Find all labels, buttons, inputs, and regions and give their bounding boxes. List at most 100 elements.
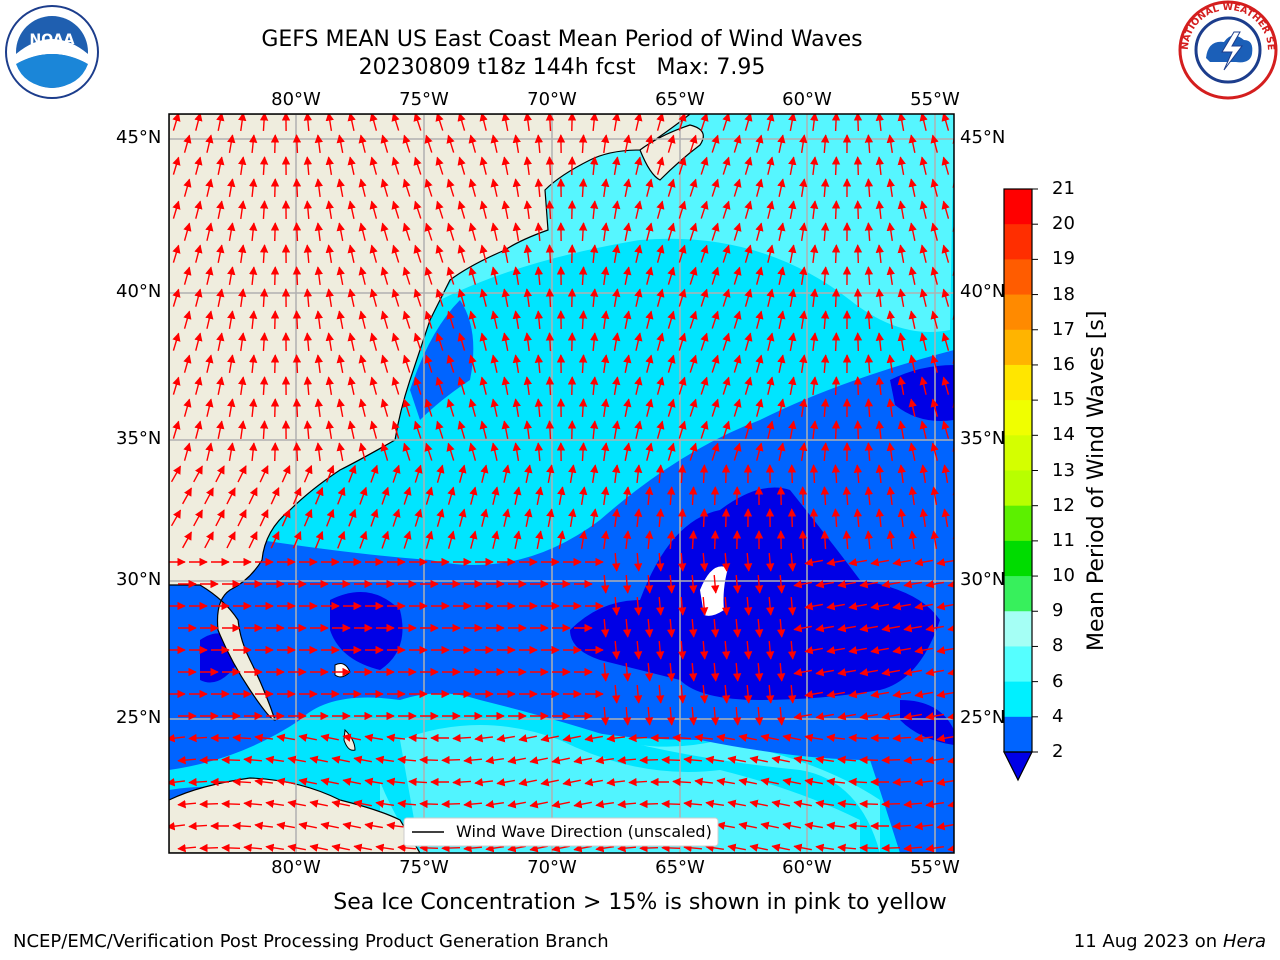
wind-wave-arrow bbox=[512, 354, 521, 373]
wind-wave-arrow bbox=[535, 486, 544, 505]
wind-wave-arrow bbox=[820, 530, 830, 550]
wind-wave-arrow bbox=[238, 244, 247, 264]
wind-wave-arrow bbox=[859, 712, 878, 721]
wind-wave-arrow bbox=[744, 376, 753, 395]
wind-wave-arrow bbox=[353, 755, 372, 764]
wind-wave-arrow bbox=[545, 156, 555, 176]
wind-wave-arrow bbox=[919, 464, 928, 484]
wind-wave-arrow bbox=[765, 684, 775, 704]
wind-wave-arrow bbox=[468, 134, 477, 153]
wind-wave-arrow bbox=[831, 508, 841, 528]
wind-wave-arrow bbox=[644, 486, 654, 506]
wind-wave-arrow bbox=[325, 114, 334, 131]
wind-wave-arrow bbox=[254, 821, 274, 830]
wind-wave-arrow bbox=[831, 332, 841, 352]
wind-wave-arrow bbox=[524, 464, 533, 483]
wind-wave-arrow bbox=[501, 376, 510, 395]
wind-wave-arrow bbox=[941, 156, 950, 175]
wind-wave-arrow bbox=[331, 755, 350, 764]
wind-wave-arrow bbox=[612, 332, 621, 351]
lat-label-left-30n: 30°N bbox=[116, 569, 162, 590]
wind-wave-arrow bbox=[199, 843, 219, 853]
wind-wave-arrow bbox=[848, 777, 868, 787]
wind-wave-arrow bbox=[727, 799, 746, 808]
wind-wave-arrow bbox=[381, 486, 390, 505]
wind-wave-arrow bbox=[875, 464, 885, 484]
wind-wave-arrow bbox=[853, 288, 863, 308]
wind-wave-arrow bbox=[908, 134, 917, 153]
wind-wave-arrow bbox=[859, 624, 878, 633]
wind-wave-arrow bbox=[633, 640, 643, 660]
wind-wave-arrow bbox=[755, 310, 764, 329]
wind-wave-arrow bbox=[732, 618, 742, 638]
wind-wave-arrow bbox=[309, 799, 328, 808]
wind-wave-arrow bbox=[435, 332, 444, 351]
wind-wave-arrow bbox=[633, 684, 643, 704]
wind-wave-arrow bbox=[501, 114, 510, 131]
wind-wave-arrow bbox=[353, 799, 372, 808]
wind-wave-arrow bbox=[309, 755, 328, 764]
wind-wave-arrow bbox=[644, 662, 654, 682]
wind-wave-arrow bbox=[678, 288, 687, 307]
wind-wave-arrow bbox=[655, 684, 665, 704]
wind-wave-arrow bbox=[952, 178, 954, 188]
wind-wave-arrow bbox=[799, 134, 808, 154]
wind-wave-arrow bbox=[881, 799, 901, 809]
wind-wave-arrow bbox=[848, 558, 867, 567]
wind-wave-arrow bbox=[435, 114, 444, 131]
wind-wave-arrow bbox=[667, 178, 676, 197]
wind-wave-arrow bbox=[237, 465, 247, 483]
map-subtitle: 20230809 t18z 144h fcst Max: 7.95 bbox=[358, 55, 766, 80]
wind-wave-arrow bbox=[170, 509, 182, 527]
wind-wave-arrow bbox=[584, 734, 603, 743]
lon-label-bottom-55w: 55°W bbox=[910, 857, 960, 878]
wind-wave-arrow bbox=[700, 420, 709, 439]
wind-wave-arrow bbox=[831, 376, 841, 396]
wind-wave-arrow bbox=[172, 376, 181, 395]
wind-wave-arrow bbox=[540, 734, 559, 743]
wind-wave-arrow bbox=[853, 244, 863, 264]
wind-wave-arrow bbox=[183, 178, 192, 197]
wind-wave-arrow bbox=[369, 156, 378, 175]
wind-wave-arrow bbox=[601, 354, 610, 374]
wind-wave-arrow bbox=[600, 706, 610, 726]
wind-wave-arrow bbox=[606, 778, 626, 787]
wind-wave-arrow bbox=[875, 508, 885, 528]
wind-wave-arrow bbox=[183, 354, 192, 373]
wind-wave-arrow bbox=[754, 706, 764, 726]
wind-wave-arrow bbox=[930, 134, 939, 153]
wind-wave-arrow bbox=[755, 134, 764, 153]
wind-wave-arrow bbox=[205, 178, 214, 197]
wind-wave-arrow bbox=[672, 777, 692, 787]
wind-wave-arrow bbox=[314, 178, 323, 198]
wind-wave-arrow bbox=[677, 640, 687, 660]
footer-host: Hera bbox=[1222, 931, 1266, 952]
wind-wave-arrow bbox=[897, 420, 906, 439]
wind-wave-arrow bbox=[468, 222, 477, 241]
wind-wave-arrow bbox=[479, 420, 488, 439]
wind-wave-arrow bbox=[782, 733, 801, 742]
wind-wave-arrow bbox=[688, 486, 698, 506]
wind-wave-arrow bbox=[601, 178, 610, 198]
wind-wave-arrow bbox=[227, 266, 236, 285]
colorbar-segment bbox=[1004, 189, 1032, 225]
colorbar-segment bbox=[1004, 435, 1032, 471]
wind-wave-arrow bbox=[215, 465, 225, 483]
wind-wave-arrow bbox=[826, 690, 845, 699]
wind-wave-arrow bbox=[908, 178, 917, 197]
wind-wave-arrow bbox=[496, 734, 515, 743]
wind-wave-arrow bbox=[820, 486, 830, 506]
wind-wave-arrow bbox=[941, 332, 950, 351]
wind-wave-arrow bbox=[661, 843, 681, 853]
wind-wave-arrow bbox=[298, 777, 317, 786]
map-legend bbox=[403, 817, 719, 847]
wind-wave-arrow bbox=[342, 821, 361, 830]
wind-wave-arrow bbox=[837, 843, 857, 853]
wind-wave-arrow bbox=[303, 114, 313, 132]
wind-wave-arrow bbox=[617, 755, 637, 765]
wind-wave-arrow bbox=[700, 244, 709, 263]
wind-wave-arrow bbox=[589, 332, 599, 352]
wind-wave-arrow bbox=[270, 531, 280, 549]
wind-wave-arrow bbox=[348, 464, 357, 483]
wind-wave-arrow bbox=[886, 178, 895, 198]
